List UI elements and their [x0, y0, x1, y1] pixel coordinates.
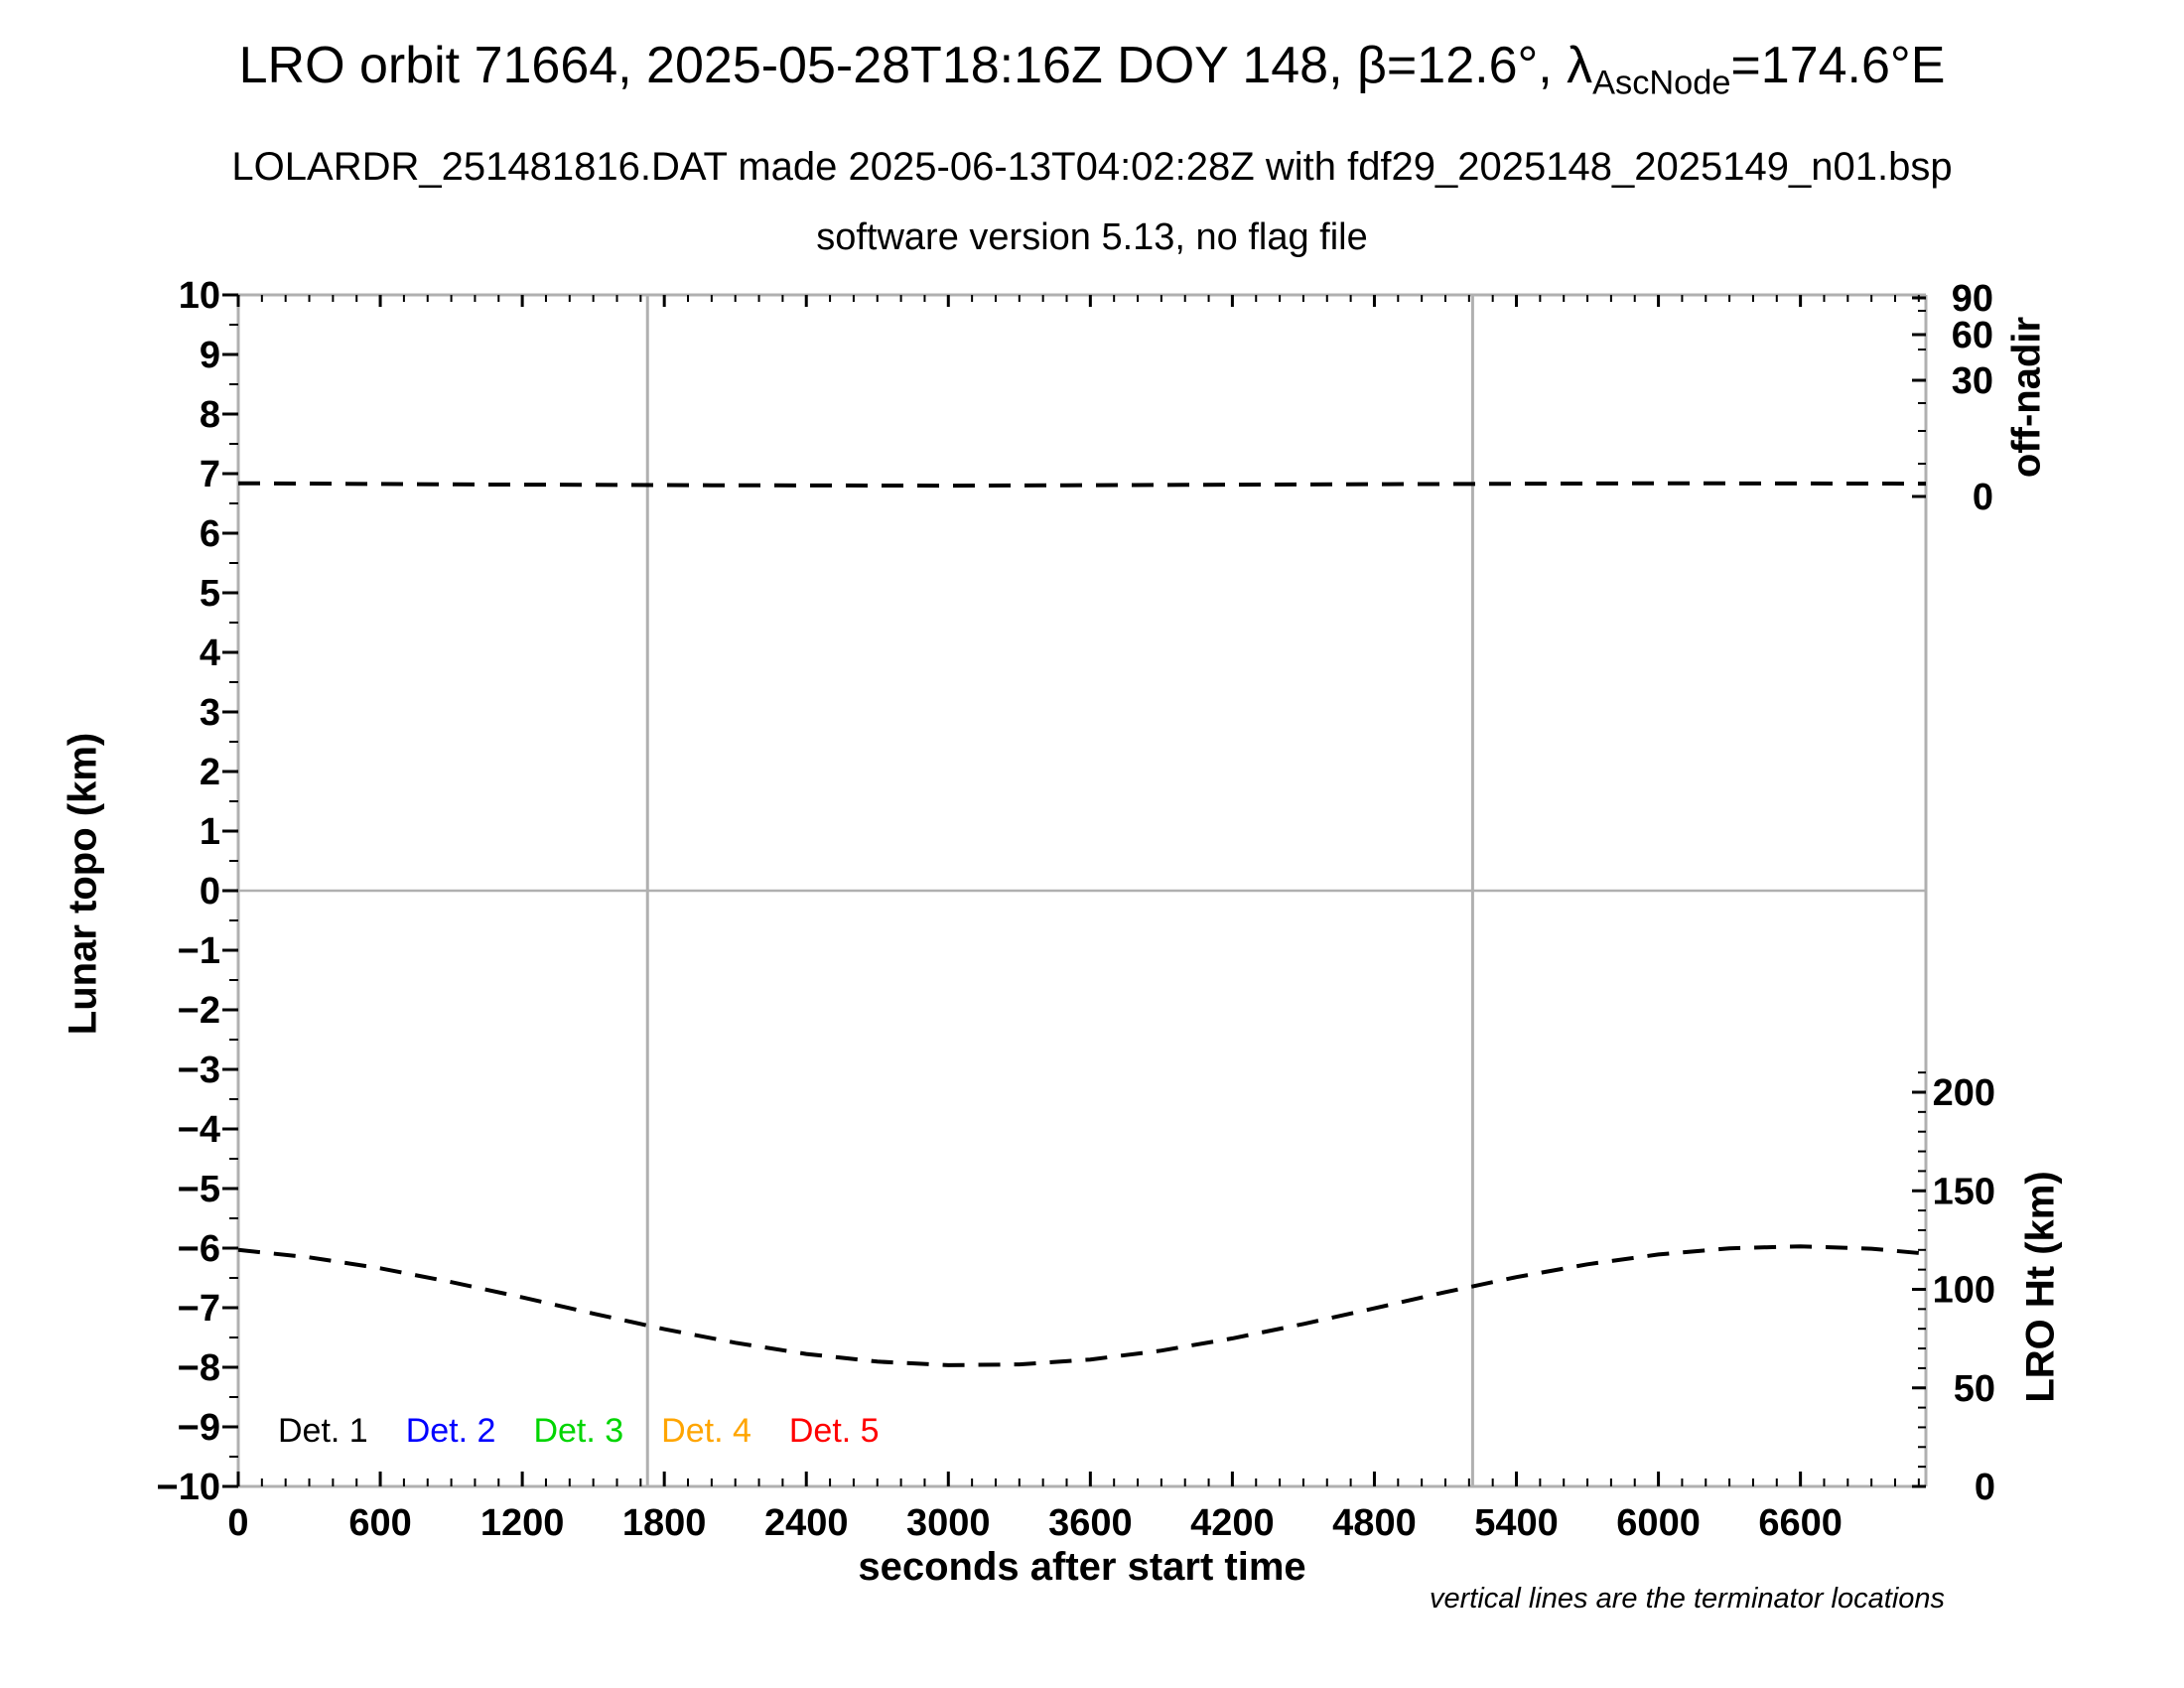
x-tick-label: 6000 — [1616, 1502, 1701, 1544]
detector-legend: Det. 1 Det. 2 Det. 3 Det. 4 Det. 5 — [278, 1412, 880, 1451]
offnadir-tick-label: 90 — [1952, 278, 1993, 320]
title-end: =174.6°E — [1730, 37, 1946, 94]
lro-height-curve — [237, 1244, 1927, 1367]
ht-tick-label: 50 — [1954, 1368, 1995, 1410]
x-tick-label: 4200 — [1190, 1502, 1275, 1544]
topo-tick-label: 1 — [200, 811, 220, 853]
topo-tick-label: 10 — [179, 275, 220, 317]
topo-tick-label: −6 — [178, 1228, 220, 1270]
legend-item-det-2: Det. 2 — [405, 1412, 496, 1450]
topo-tick-label: −7 — [178, 1288, 220, 1330]
x-tick-label: 1800 — [622, 1502, 707, 1544]
x-tick-label: 600 — [348, 1502, 411, 1544]
topo-tick-label: 3 — [200, 692, 220, 734]
topo-tick-label: −5 — [178, 1169, 220, 1210]
topo-tick-label: 4 — [200, 633, 220, 674]
topo-tick-label: −9 — [178, 1407, 220, 1449]
ht-tick-label: 0 — [1975, 1467, 1995, 1508]
title-main: LRO orbit 71664, 2025-05-28T18:16Z DOY 1… — [238, 37, 1593, 94]
topo-tick-label: 5 — [200, 573, 220, 615]
x-tick-label: 5400 — [1474, 1502, 1559, 1544]
legend-item-det-3: Det. 3 — [533, 1412, 624, 1450]
off-nadir-curve — [237, 481, 1927, 489]
topo-tick-label: 9 — [200, 335, 220, 376]
x-tick-label: 4800 — [1332, 1502, 1417, 1544]
x-tick-label: 0 — [227, 1502, 248, 1544]
terminator-note: vertical lines are the terminator locati… — [1430, 1583, 1946, 1615]
topo-tick-label: 0 — [200, 871, 220, 913]
topo-tick-label: −10 — [157, 1467, 220, 1508]
topo-tick-label: 2 — [200, 752, 220, 793]
ht-tick-label: 150 — [1933, 1171, 1995, 1212]
ht-tick-label: 100 — [1933, 1270, 1995, 1312]
data-file-subtitle: LOLARDR_251481816.DAT made 2025-06-13T04… — [231, 145, 1953, 189]
topo-tick-label: −2 — [178, 990, 220, 1032]
offnadir-tick-label: 60 — [1952, 315, 1993, 356]
page-title: LRO orbit 71664, 2025-05-28T18:16Z DOY 1… — [0, 36, 2184, 102]
x-tick-label: 3600 — [1048, 1502, 1133, 1544]
legend-item-det-4: Det. 4 — [661, 1412, 751, 1450]
title-subscript: AscNode — [1592, 64, 1731, 102]
topo-tick-label: −1 — [178, 930, 220, 972]
legend-item-det-5: Det. 5 — [788, 1412, 880, 1450]
topo-tick-label: −3 — [178, 1050, 220, 1091]
topo-tick-label: 6 — [200, 513, 220, 555]
topo-tick-label: 7 — [200, 454, 220, 495]
offnadir-tick-label: 0 — [1973, 477, 1993, 518]
x-tick-label: 1200 — [480, 1502, 565, 1544]
legend-item-det-1: Det. 1 — [278, 1412, 368, 1450]
x-tick-label: 2400 — [764, 1502, 849, 1544]
x-axis-label: seconds after start time — [858, 1545, 1306, 1589]
topo-tick-label: −4 — [178, 1109, 220, 1151]
topo-tick-label: −8 — [178, 1347, 220, 1389]
x-tick-label: 3000 — [906, 1502, 991, 1544]
software-version-line: software version 5.13, no flag file — [816, 216, 1368, 258]
x-tick-label: 6600 — [1758, 1502, 1843, 1544]
ht-tick-label: 200 — [1933, 1072, 1995, 1114]
offnadir-tick-label: 30 — [1952, 360, 1993, 402]
topo-tick-label: 8 — [200, 394, 220, 436]
